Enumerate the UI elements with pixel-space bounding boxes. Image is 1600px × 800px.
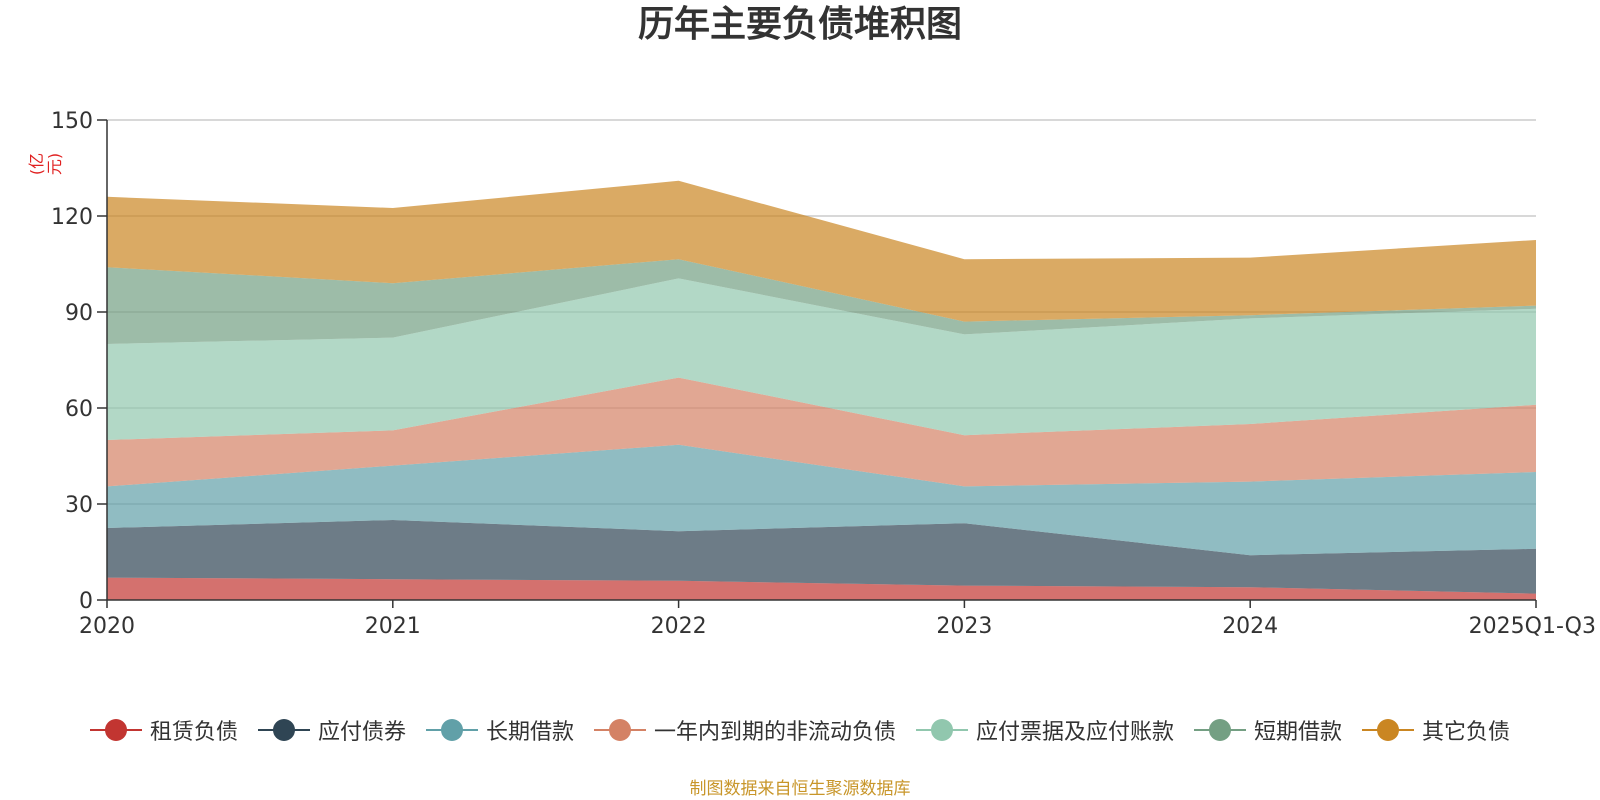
legend-marker-icon (1194, 718, 1247, 742)
y-tick-label-60: 60 (65, 397, 93, 422)
x-tick-label-2025Q1-Q3: 2025Q1-Q3 (1469, 614, 1596, 639)
legend-item-6[interactable]: 短期借款 (1194, 714, 1342, 746)
legend-item-4[interactable]: 一年内到期的非流动负债 (593, 714, 896, 746)
chart-title: 历年主要负债堆积图 (637, 4, 962, 45)
y-tick-label-150: 150 (51, 109, 93, 134)
axes (97, 119, 1537, 608)
y-tick-label-30: 30 (65, 493, 93, 518)
area-series-5[interactable] (107, 278, 1536, 440)
legend-label: 应付债券 (317, 720, 406, 745)
x-tick-label-2024: 2024 (1222, 614, 1278, 639)
area-series-7[interactable] (107, 180, 1536, 322)
stacked-area-chart: 0 30 60 90 120 150 2020 2021 2022 2023 2024 2025Q1-… (51, 109, 1596, 639)
legend-label: 应付票据及应付账款 (976, 720, 1175, 745)
source-note: 制图数据来自恒生聚源数据库 (689, 779, 911, 799)
area-series-6[interactable] (107, 259, 1536, 344)
legend-label: 其它负债 (1422, 720, 1511, 745)
tick-labels: 0 30 60 90 120 150 2020 2021 2022 2023 2024 2025Q1-… (51, 109, 1596, 639)
legend-marker-icon (593, 718, 646, 742)
y-tick-label-120: 120 (51, 205, 93, 230)
legend-label: 租赁负债 (149, 720, 238, 745)
y-tick-label-90: 90 (65, 301, 93, 326)
legend-marker-icon (89, 718, 142, 742)
x-tick-label-2022: 2022 (651, 614, 707, 639)
area-series (107, 180, 1536, 600)
legend-item-1[interactable]: 租赁负债 (89, 714, 238, 746)
legend-label: 短期借款 (1254, 720, 1343, 745)
x-tick-label-2023: 2023 (936, 614, 992, 639)
y-tick-label-0: 0 (79, 589, 93, 614)
area-series-4[interactable] (107, 377, 1536, 487)
legend-marker-icon (257, 718, 310, 742)
legend-label: 一年内到期的非流动负债 (653, 720, 896, 745)
legend-label: 长期借款 (485, 720, 574, 745)
area-series-2[interactable] (107, 520, 1536, 594)
legend-item-2[interactable]: 应付债券 (257, 714, 406, 746)
x-tick-label-2020: 2020 (79, 614, 135, 639)
legend-marker-icon (916, 718, 968, 742)
legend-marker-icon (425, 718, 478, 742)
legend-item-3[interactable]: 长期借款 (425, 714, 574, 746)
area-series-3[interactable] (107, 444, 1536, 556)
legend: 租赁负债 应付债券 长期借款 一年内到期的非流动负债 应付票据及应付账款 短期借款 其它负债 (0, 714, 1600, 746)
area-series-1[interactable] (107, 577, 1536, 600)
legend-marker-icon (1362, 718, 1415, 742)
legend-item-5[interactable]: 应付票据及应付账款 (916, 714, 1174, 746)
x-tick-label-2021: 2021 (365, 614, 421, 639)
legend-item-7[interactable]: 其它负债 (1362, 714, 1510, 746)
